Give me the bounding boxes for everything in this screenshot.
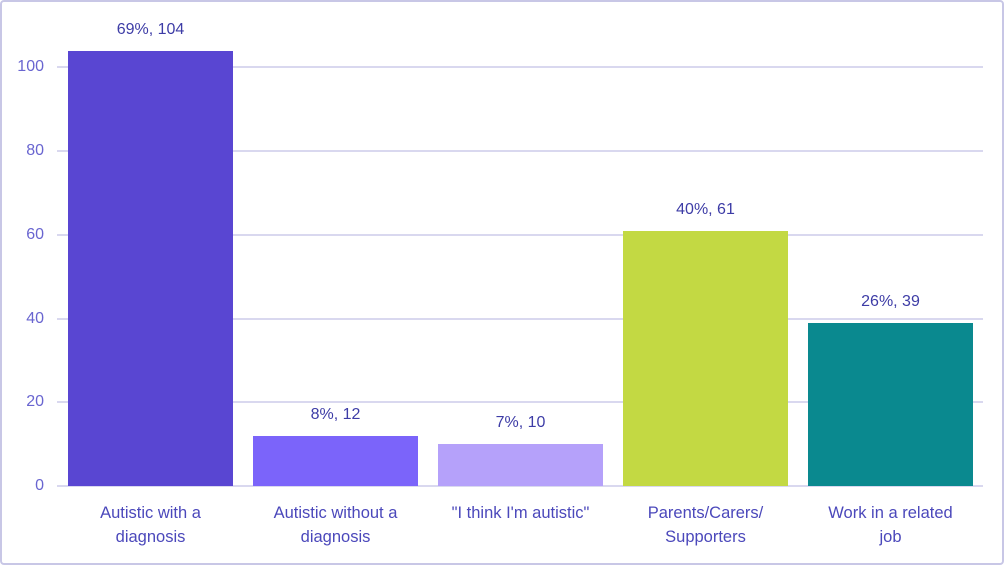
category-label: "I think I'm autistic" [451,504,590,522]
category-label: Parents/Carers/Supporters [647,504,764,546]
gridline [57,401,983,404]
gridline [57,485,983,487]
bar [623,230,788,486]
gridline [57,317,983,320]
bar-value-label: 8%, 12 [310,405,361,423]
category-label: Work in a related job [828,504,953,546]
gridline [57,66,983,69]
category-label: Autistic without a diagnosis [273,504,398,546]
bar [808,322,973,486]
category-label: Autistic with a diagnosis [100,504,201,546]
bar-value-label: 40%, 61 [676,200,735,218]
bar-value-label: 26%, 39 [861,292,920,310]
gridline [57,150,983,152]
bar-value-label: 7%, 10 [495,414,546,432]
y-axis-tick-label: 40 [26,309,44,327]
y-axis-tick-label: 60 [26,225,44,243]
bar [253,435,418,486]
bar [68,50,233,486]
y-axis-tick-label: 20 [26,393,44,411]
bar-value-label: 69%, 104 [116,20,185,38]
y-axis-tick-label: 0 [35,477,44,494]
y-axis-tick-label: 80 [26,142,44,159]
gridline [57,233,983,236]
bar [438,444,603,486]
y-axis-tick-label: 100 [17,58,44,76]
